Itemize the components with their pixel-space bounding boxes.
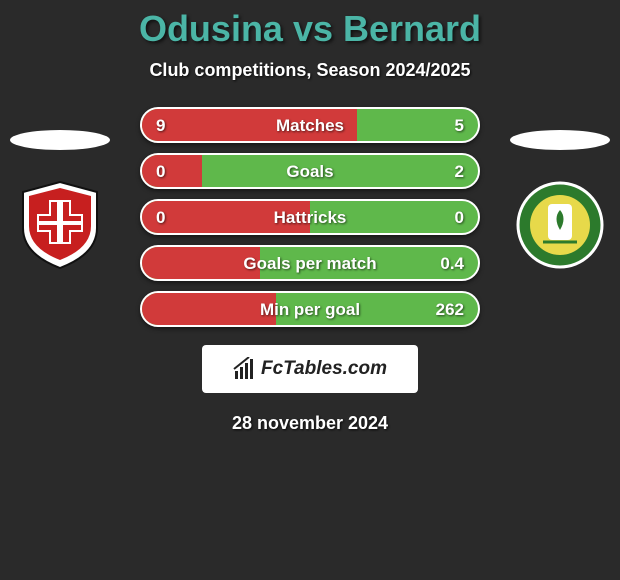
stats-list: 9Matches50Goals20Hattricks0Goals per mat… <box>0 107 620 327</box>
page-title: Odusina vs Bernard <box>0 8 620 50</box>
subtitle: Club competitions, Season 2024/2025 <box>0 60 620 81</box>
stat-pill: Goals per match0.4 <box>140 245 480 281</box>
stat-label: Matches <box>142 109 478 143</box>
chart-icon <box>233 357 257 381</box>
stat-row-min-per-goal: Min per goal262 <box>0 291 620 327</box>
stat-row-matches: 9Matches5 <box>0 107 620 143</box>
brand-link[interactable]: FcTables.com <box>202 345 418 393</box>
date-label: 28 november 2024 <box>0 413 620 434</box>
stat-label: Goals <box>142 155 478 189</box>
stat-pill: 9Matches5 <box>140 107 480 143</box>
stat-pill: 0Goals2 <box>140 153 480 189</box>
stat-value-right: 0 <box>455 201 464 235</box>
stat-value-right: 0.4 <box>440 247 464 281</box>
stat-pill: Min per goal262 <box>140 291 480 327</box>
brand-text: FcTables.com <box>261 358 387 380</box>
stat-label: Min per goal <box>142 293 478 327</box>
stat-label: Hattricks <box>142 201 478 235</box>
stat-pill: 0Hattricks0 <box>140 199 480 235</box>
stat-row-goals: 0Goals2 <box>0 153 620 189</box>
stat-row-hattricks: 0Hattricks0 <box>0 199 620 235</box>
stat-value-right: 5 <box>455 109 464 143</box>
stat-value-right: 262 <box>436 293 464 327</box>
stat-label: Goals per match <box>142 247 478 281</box>
stat-row-goals-per-match: Goals per match0.4 <box>0 245 620 281</box>
stat-value-right: 2 <box>455 155 464 189</box>
